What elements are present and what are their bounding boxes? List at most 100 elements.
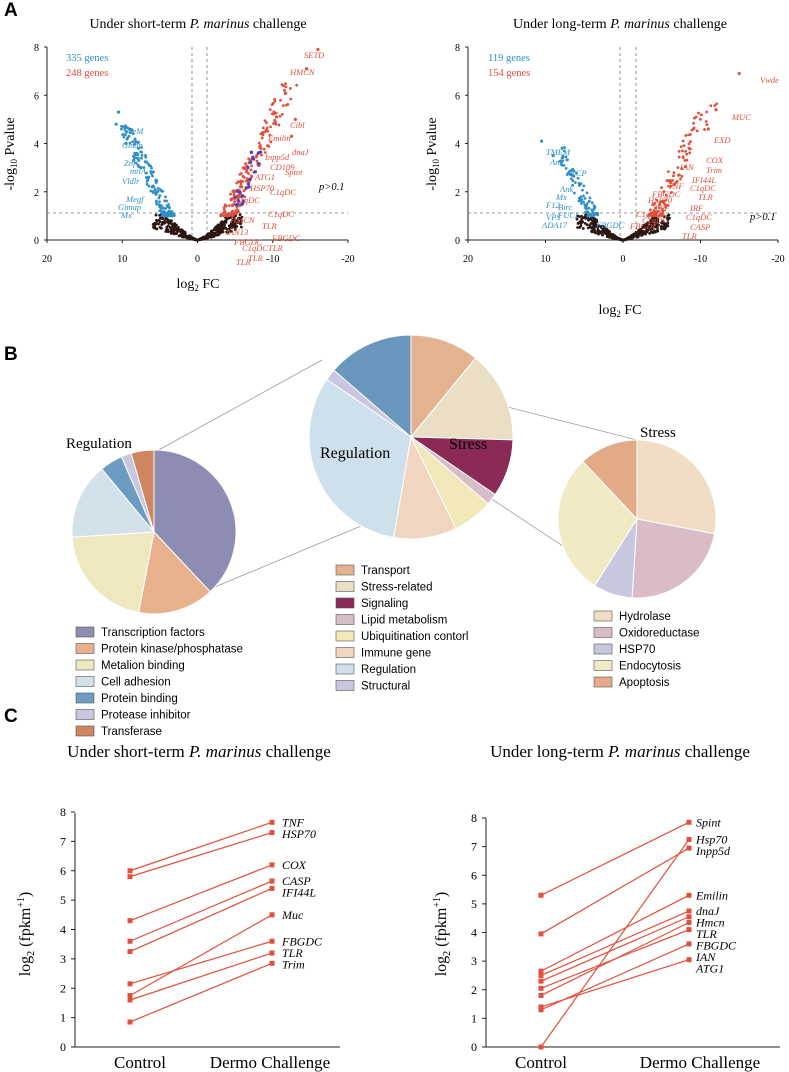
point-annotated	[124, 141, 128, 146]
point-down-regulated	[582, 194, 585, 198]
gene-label-up: MUC	[731, 112, 751, 122]
point-down-regulated	[579, 195, 583, 199]
gene-label-down: pdeM	[123, 126, 144, 136]
point-up-regulated	[674, 181, 678, 185]
point-up-regulated	[261, 131, 265, 134]
point-up-regulated	[652, 209, 656, 212]
gene-label-up: TNF	[668, 181, 684, 191]
point-not-significant	[175, 232, 178, 235]
point-down-regulated	[166, 214, 170, 218]
y-tick-label: 6	[455, 91, 460, 102]
pie-slice-protein-binding	[333, 334, 412, 439]
point-not-significant	[614, 235, 618, 239]
point-not-significant	[646, 228, 650, 231]
x-tick-label: 10	[117, 254, 127, 265]
panel-label-a: A	[4, 0, 18, 21]
point-not-significant	[654, 230, 657, 234]
gene-label-down: Megf	[125, 194, 145, 204]
point-up-regulated	[662, 202, 666, 205]
point-down-regulated	[561, 159, 565, 163]
series-line-casp	[129, 880, 273, 942]
point-control	[127, 1019, 133, 1025]
point-not-significant	[215, 228, 218, 232]
point-not-significant	[650, 227, 654, 231]
point-up-regulated	[262, 147, 266, 151]
series-label: Hsp70	[695, 832, 727, 846]
point-up-regulated	[653, 206, 657, 210]
point-not-significant	[239, 225, 243, 229]
series-label: Trim	[282, 958, 305, 972]
point-up-regulated	[249, 174, 253, 178]
point-up-regulated	[692, 126, 696, 130]
point-challenge	[686, 957, 692, 963]
volcano-long-xlabel: log2 FC	[598, 303, 641, 319]
point-up-regulated	[229, 192, 232, 196]
point-down-regulated	[574, 171, 578, 175]
point-down-regulated	[590, 208, 594, 212]
gene-label-up: C1qDC	[690, 183, 716, 193]
point-up-regulated	[235, 206, 239, 209]
gene-label-up: IFI44L	[691, 175, 716, 185]
point-not-significant	[181, 235, 185, 239]
gene-label-down: Mx	[555, 192, 567, 202]
point-down-regulated	[169, 210, 172, 214]
point-not-significant	[627, 236, 631, 240]
point-up-regulated	[654, 210, 658, 214]
point-down-regulated	[151, 190, 155, 193]
series-line-trim	[129, 962, 273, 1023]
point-up-regulated	[679, 145, 683, 149]
point-annotated	[305, 67, 309, 71]
point-up-regulated	[239, 180, 243, 184]
pie-slice-regulation	[308, 378, 412, 539]
point-down-regulated	[144, 155, 148, 159]
y-tick-label: 5	[60, 893, 66, 907]
series-label: Inpp5d	[695, 844, 731, 858]
point-control	[538, 968, 544, 974]
point-down-regulated	[587, 206, 591, 210]
point-up-regulated	[254, 155, 258, 159]
series-line-ifi44l	[129, 887, 273, 953]
point-not-significant	[232, 221, 236, 225]
pie-slice-metalion-binding	[71, 531, 155, 614]
point-down-regulated	[123, 133, 127, 137]
point-down-regulated	[585, 191, 589, 195]
point-challenge	[269, 960, 275, 966]
point-not-significant	[220, 226, 224, 230]
legend-swatch	[593, 676, 613, 688]
legend-label: Transport	[361, 565, 411, 577]
gene-label-down: FBGDC	[595, 220, 625, 230]
point-not-significant	[662, 227, 666, 231]
point-not-significant	[594, 231, 598, 235]
point-up-regulated	[261, 133, 265, 137]
point-up-regulated	[242, 166, 246, 169]
gene-label-down: F12	[545, 200, 560, 210]
point-up-regulated	[242, 189, 246, 193]
gene-label-up: TLR	[236, 257, 251, 267]
pie-slice-transferase	[130, 449, 155, 533]
series-line-hsp70	[129, 831, 273, 878]
point-up-regulated	[683, 159, 687, 162]
point-not-significant	[230, 229, 233, 233]
series-label: IFI44L	[281, 886, 316, 900]
y-tick-label: 2	[34, 188, 39, 199]
point-up-regulated	[697, 111, 701, 115]
point-not-significant	[586, 226, 590, 230]
point-up-regulated	[669, 181, 672, 185]
point-not-significant	[239, 217, 242, 221]
y-tick-label: 2	[455, 188, 460, 199]
gene-label-up: TLR	[262, 221, 277, 231]
point-down-regulated	[170, 213, 174, 217]
volcano-short-ylabel: -log10 Pvalue	[3, 117, 19, 190]
point-not-significant	[643, 230, 647, 234]
gene-label-up: FBGDC	[629, 221, 659, 231]
point-not-significant	[603, 226, 607, 230]
point-up-regulated	[677, 155, 681, 159]
pie-main-label-stress: Stress	[449, 436, 487, 453]
gene-label-up: C1qDC	[234, 195, 260, 205]
point-up-regulated	[272, 122, 275, 125]
series-label: CASP	[282, 874, 311, 888]
pie-slice-transport	[410, 334, 477, 439]
point-control	[127, 918, 133, 924]
point-down-regulated	[128, 131, 132, 134]
point-up-regulated	[654, 214, 658, 217]
